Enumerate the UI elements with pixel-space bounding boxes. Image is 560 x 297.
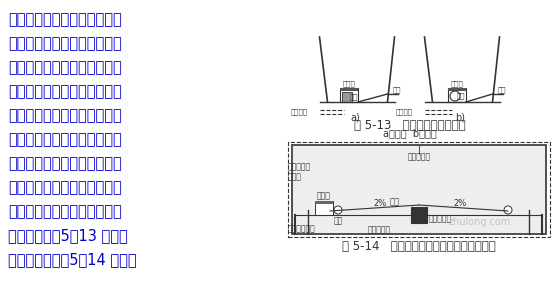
Text: 排水暗管: 排水暗管 <box>291 109 307 115</box>
Text: 路面: 路面 <box>390 197 400 206</box>
Text: a): a) <box>350 112 360 122</box>
Text: 有效地疏导路面底部的积水。: 有效地疏导路面底部的积水。 <box>8 156 122 171</box>
Circle shape <box>334 206 342 214</box>
Text: 隧道纵向排水沟，有单侧、双: 隧道纵向排水沟，有单侧、双 <box>8 12 122 27</box>
Text: 墙背纵向盲管: 墙背纵向盲管 <box>288 225 316 233</box>
Text: 中心排水管: 中心排水管 <box>429 214 452 224</box>
Text: 议设置中心水沟，它除了能引: 议设置中心水沟，它除了能引 <box>8 108 122 123</box>
Text: 侧、中心式三种形式。除地下: 侧、中心式三种形式。除地下 <box>8 36 122 51</box>
Text: 沟两种，如图5－13 所示。: 沟两种，如图5－13 所示。 <box>8 228 128 243</box>
Text: 路面污水，其形式有明沟与暗: 路面污水，其形式有明沟与暗 <box>8 204 122 219</box>
Text: 中心水沟外，一般情况下都建: 中心水沟外，一般情况下都建 <box>8 84 122 99</box>
Text: 排衬砌背后的地下水外，还可: 排衬砌背后的地下水外，还可 <box>8 132 122 147</box>
Text: 水量不大的中、短隧道可不设: 水量不大的中、短隧道可不设 <box>8 60 122 75</box>
Text: 环向导水管: 环向导水管 <box>288 162 311 171</box>
Text: 路面: 路面 <box>497 86 506 93</box>
Text: a）暗沟  b）明沟: a）暗沟 b）明沟 <box>383 128 437 138</box>
Text: 而路侧边沟的作用主要是排除: 而路侧边沟的作用主要是排除 <box>8 180 122 195</box>
Text: 2%: 2% <box>454 199 466 208</box>
Text: 明沟: 明沟 <box>457 93 465 99</box>
Circle shape <box>450 91 460 101</box>
Text: 路面: 路面 <box>393 86 401 93</box>
Text: 电缆槽: 电缆槽 <box>343 80 356 87</box>
Circle shape <box>504 206 512 214</box>
Text: 暗沟: 暗沟 <box>350 94 358 100</box>
Text: 图 5-14   公路隧道双侧排水沟与中心排水沟: 图 5-14 公路隧道双侧排水沟与中心排水沟 <box>342 240 496 253</box>
Text: b): b) <box>455 112 465 122</box>
Bar <box>292 145 546 234</box>
Text: 排水暗管: 排水暗管 <box>395 109 413 115</box>
Text: 明沟: 明沟 <box>333 216 343 225</box>
Bar <box>315 201 333 215</box>
Text: 电缆槽: 电缆槽 <box>451 80 463 87</box>
Bar <box>340 88 358 91</box>
Text: zhulong.com: zhulong.com <box>449 217 511 227</box>
Bar <box>315 201 333 204</box>
Text: 电缆槽: 电缆槽 <box>317 191 331 200</box>
Bar <box>342 92 352 102</box>
Bar <box>340 88 358 102</box>
Bar <box>288 142 550 237</box>
Text: 图 5-13   公路隧道侧边沟形式: 图 5-13 公路隧道侧边沟形式 <box>354 119 466 132</box>
Text: 防水层: 防水层 <box>288 173 302 181</box>
Bar <box>448 88 466 91</box>
Text: 中心排水沟如图5－14 所示。: 中心排水沟如图5－14 所示。 <box>8 252 137 267</box>
Bar <box>411 207 427 223</box>
Text: 模筑混凝土: 模筑混凝土 <box>408 152 431 161</box>
Text: 横向导水管: 横向导水管 <box>367 225 390 234</box>
Bar <box>448 88 466 102</box>
Text: 2%: 2% <box>374 199 386 208</box>
